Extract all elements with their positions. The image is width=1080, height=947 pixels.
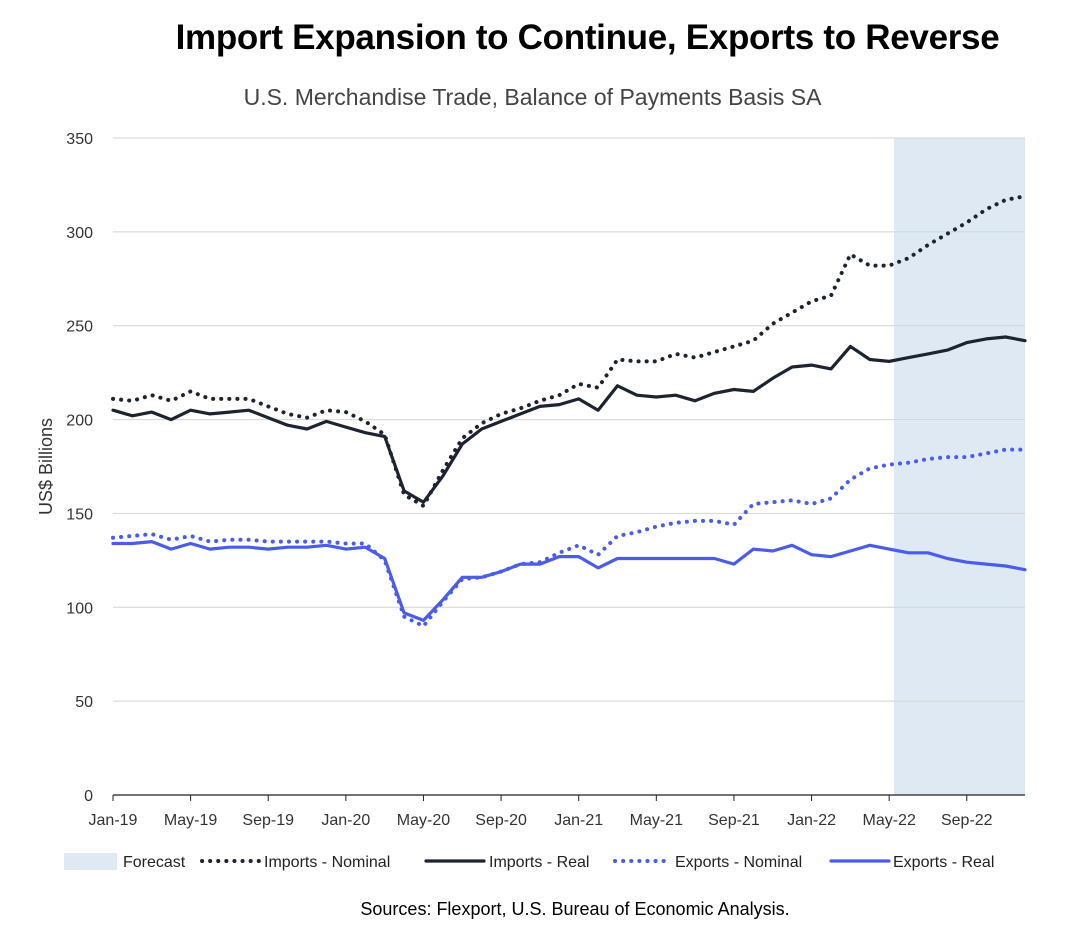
series-exports-nominal — [111, 447, 1027, 629]
legend-label: Exports - Nominal — [675, 854, 802, 871]
y-tick-label: 0 — [84, 788, 93, 805]
x-tick-label: Sep-21 — [708, 812, 760, 829]
y-tick-label: 350 — [66, 131, 93, 148]
x-tick-label: Jan-20 — [321, 812, 370, 829]
x-tick-label: May-22 — [862, 812, 915, 829]
legend-label-forecast: Forecast — [123, 854, 186, 871]
legend-swatch-forecast — [64, 853, 117, 870]
chart-title: Import Expansion to Continue, Exports to… — [175, 18, 1000, 57]
x-tick-label: May-19 — [164, 812, 217, 829]
source-note: Sources: Flexport, U.S. Bureau of Econom… — [360, 899, 790, 919]
x-tick-label: May-20 — [397, 812, 450, 829]
y-tick-label: 100 — [66, 600, 93, 617]
legend-label: Imports - Real — [489, 854, 589, 871]
legend-label: Imports - Nominal — [264, 854, 390, 871]
forecast-region — [894, 138, 1025, 795]
series-imports-real — [111, 335, 1027, 504]
x-tick-label: Jan-19 — [89, 812, 138, 829]
y-tick-label: 250 — [66, 319, 93, 336]
line-chart: 0 50 100 150 200 250 300 350 Jan-19 May-19 Sep-19 J… — [36, 131, 1027, 871]
y-axis-label: US$ Billions — [36, 418, 56, 515]
x-tick-label: May-21 — [630, 812, 683, 829]
y-tick-label: 200 — [66, 413, 93, 430]
x-tick-label: Sep-19 — [242, 812, 294, 829]
y-tick-label: 50 — [75, 694, 93, 711]
x-tick-label: Jan-22 — [787, 812, 836, 829]
chart-subtitle: U.S. Merchandise Trade, Balance of Payme… — [243, 84, 822, 110]
y-tick-label: 150 — [66, 506, 93, 523]
series-imports-nominal — [111, 194, 1027, 508]
x-tick-label: Sep-22 — [941, 812, 993, 829]
x-tick-label: Sep-20 — [475, 812, 527, 829]
legend-label: Exports - Real — [893, 854, 994, 871]
y-tick-label: 300 — [66, 225, 93, 242]
x-tick-label: Jan-21 — [554, 812, 603, 829]
series-exports-real — [111, 540, 1027, 622]
